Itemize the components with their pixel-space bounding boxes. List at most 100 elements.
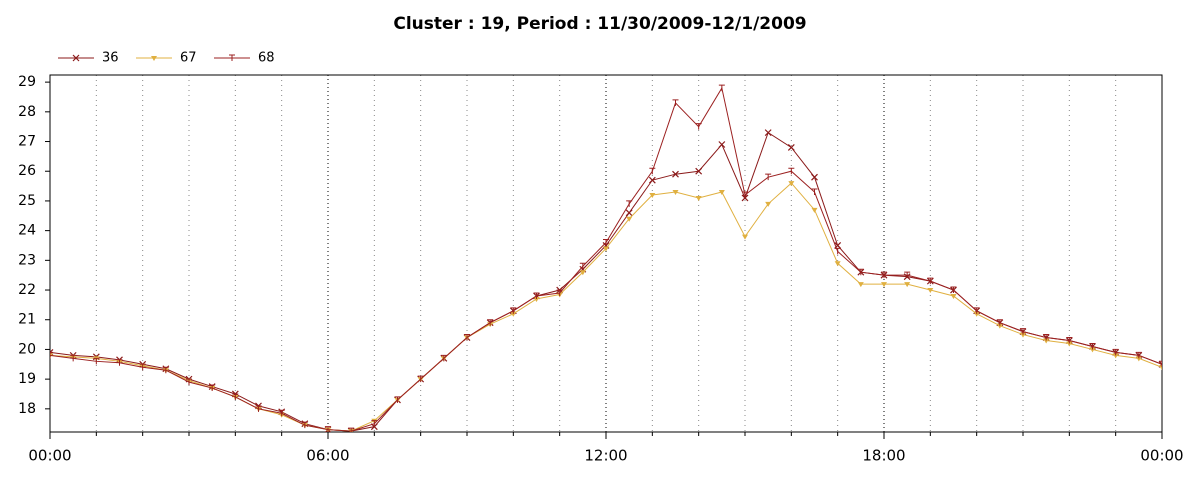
x-tick-label: 06:00	[306, 447, 349, 465]
point	[1066, 341, 1073, 347]
point	[718, 84, 725, 92]
point	[672, 99, 679, 106]
point	[50, 353, 53, 359]
y-tick-label: 23	[18, 252, 36, 268]
y-tick-label: 21	[18, 312, 36, 328]
point	[93, 357, 100, 365]
point	[973, 307, 980, 314]
point	[672, 170, 679, 178]
point	[742, 234, 748, 240]
legend-label: 67	[180, 51, 197, 66]
point	[209, 384, 216, 392]
point	[603, 239, 609, 246]
point	[927, 277, 934, 285]
point	[626, 200, 633, 207]
point	[788, 181, 795, 187]
point	[325, 426, 331, 432]
y-tick-label: 20	[18, 341, 36, 357]
point	[811, 207, 818, 213]
series-line	[50, 131, 1162, 432]
legend-marker	[151, 56, 157, 61]
point	[973, 311, 980, 317]
point	[834, 261, 841, 267]
point	[1043, 334, 1050, 341]
point	[70, 354, 77, 362]
point	[788, 167, 795, 175]
point	[1020, 328, 1026, 335]
y-tick-label: 29	[18, 74, 36, 90]
y-tick-label: 25	[18, 193, 36, 209]
x-tick-label: 12:00	[584, 447, 627, 465]
y-tick-label: 18	[18, 401, 36, 417]
point	[603, 246, 609, 252]
point	[765, 201, 772, 207]
point	[764, 129, 772, 137]
point	[718, 141, 726, 148]
point	[695, 167, 703, 175]
point	[996, 319, 1003, 326]
point	[464, 334, 470, 341]
chart-title: Cluster : 19, Period : 11/30/2009-12/1/2…	[393, 14, 806, 34]
point	[1112, 353, 1119, 359]
point	[301, 421, 308, 429]
point	[556, 289, 563, 297]
point	[1159, 365, 1162, 371]
point	[857, 268, 864, 276]
point	[116, 359, 123, 366]
point	[718, 190, 725, 196]
point	[139, 363, 146, 371]
point	[881, 282, 887, 288]
point	[811, 173, 818, 181]
point	[996, 323, 1003, 329]
point	[625, 209, 633, 217]
legend-label: 36	[102, 51, 119, 66]
point	[417, 375, 424, 383]
point	[1159, 360, 1162, 368]
point	[1135, 356, 1142, 362]
point	[695, 123, 702, 130]
point	[394, 396, 401, 403]
point	[487, 319, 494, 326]
point	[1112, 348, 1119, 356]
point	[348, 427, 355, 432]
x-tick-label: 00:00	[28, 447, 71, 465]
point	[787, 144, 795, 151]
point	[626, 216, 633, 222]
point	[672, 190, 679, 196]
point	[1089, 347, 1096, 353]
point	[1020, 332, 1026, 338]
point	[1135, 351, 1142, 359]
point	[533, 292, 540, 299]
legend-label: 68	[258, 51, 275, 66]
point	[857, 282, 864, 288]
y-tick-label: 19	[18, 371, 36, 387]
y-tick-label: 22	[18, 282, 36, 298]
point	[162, 366, 169, 374]
x-tick-label: 00:00	[1140, 447, 1183, 465]
point	[371, 420, 378, 427]
plot-frame	[49, 74, 1163, 433]
point	[255, 405, 262, 412]
point	[904, 282, 911, 288]
point	[950, 293, 957, 299]
y-tick-label: 27	[18, 134, 36, 150]
point	[278, 409, 285, 417]
point	[695, 195, 702, 201]
x-tick-label: 18:00	[862, 447, 905, 465]
point	[811, 188, 818, 196]
y-tick-label: 28	[18, 104, 36, 120]
point	[881, 271, 887, 279]
point	[1043, 338, 1050, 344]
point	[649, 167, 656, 175]
point	[1066, 337, 1073, 344]
legend-marker	[72, 54, 80, 62]
point	[649, 192, 656, 198]
plot-layer	[50, 84, 1162, 432]
point	[904, 271, 911, 279]
point	[950, 286, 957, 294]
point	[510, 307, 517, 314]
point	[742, 191, 748, 198]
point	[232, 393, 239, 400]
point	[533, 296, 540, 302]
